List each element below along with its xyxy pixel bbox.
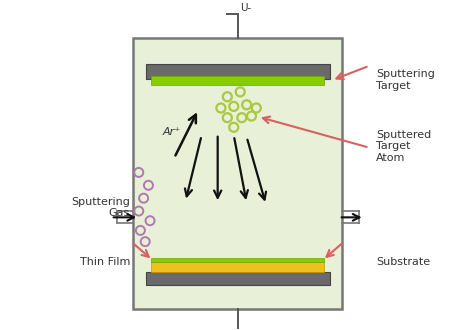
- Text: Sputtered
Target
Atom: Sputtered Target Atom: [376, 130, 431, 163]
- Bar: [151, 258, 324, 262]
- Text: Substrate: Substrate: [376, 257, 430, 267]
- Bar: [146, 272, 330, 285]
- Text: Ar⁺: Ar⁺: [163, 127, 181, 137]
- Bar: [151, 76, 324, 85]
- Bar: [151, 262, 324, 272]
- Text: U-: U-: [240, 3, 252, 13]
- Bar: [146, 64, 330, 80]
- Text: Sputtering
Target: Sputtering Target: [376, 69, 435, 91]
- Bar: [133, 38, 342, 309]
- Text: Thin Film: Thin Film: [80, 257, 130, 267]
- Text: Sputtering
Gas: Sputtering Gas: [71, 197, 130, 218]
